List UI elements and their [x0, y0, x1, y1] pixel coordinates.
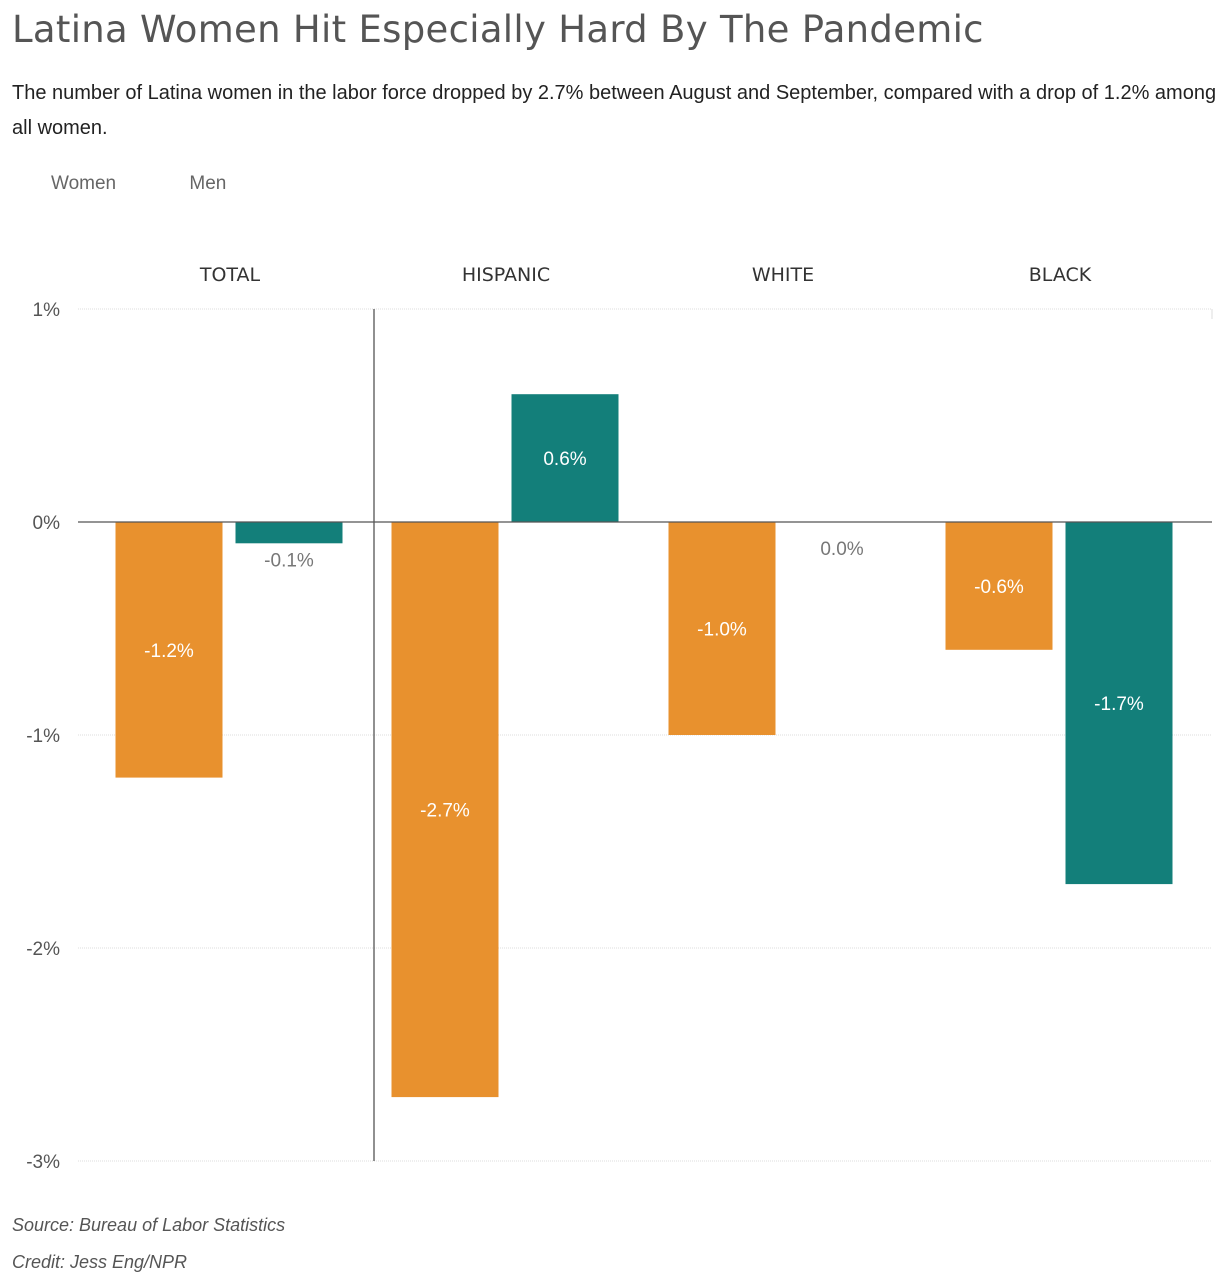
category-label: HISPANIC	[462, 264, 550, 286]
y-tick-label: 0%	[33, 513, 61, 534]
legend-item-men: Men	[189, 173, 227, 194]
category-label: WHITE	[752, 264, 814, 286]
bar	[115, 522, 223, 778]
bar	[235, 522, 343, 544]
legend-item-women: Women	[51, 173, 117, 194]
chart-title: Latina Women Hit Especially Hard By The …	[12, 8, 984, 51]
y-tick-label: -3%	[26, 1152, 60, 1173]
source-note: Source: Bureau of Labor Statistics	[12, 1215, 286, 1235]
category-label: BLACK	[1029, 264, 1092, 286]
bar	[668, 522, 776, 735]
y-tick-label: -1%	[26, 726, 60, 747]
data-label: -0.6%	[974, 577, 1024, 598]
data-label: -1.0%	[697, 620, 747, 641]
data-label: -1.2%	[144, 641, 194, 662]
chart-subtitle: The number of Latina women in the labor …	[12, 82, 1217, 139]
data-label: -1.7%	[1094, 694, 1144, 715]
data-label: -0.1%	[264, 550, 314, 571]
data-label: 0.6%	[543, 449, 586, 470]
legend: Women Men	[51, 173, 294, 195]
y-tick-label: -2%	[26, 939, 60, 960]
bar-chart: 1% 0% -1% -2% -3% TOTAL HISPANIC WHITE BLACK -1.2…	[26, 264, 1213, 1173]
data-label: 0.0%	[820, 539, 863, 560]
bar	[511, 394, 619, 522]
bar	[391, 522, 499, 1098]
y-tick-label: 1%	[33, 300, 61, 321]
bar	[1065, 522, 1173, 885]
credit-note: Credit: Jess Eng/NPR	[12, 1252, 188, 1272]
bar	[945, 522, 1053, 650]
data-label: -2.7%	[420, 801, 470, 822]
category-label: TOTAL	[199, 264, 261, 286]
